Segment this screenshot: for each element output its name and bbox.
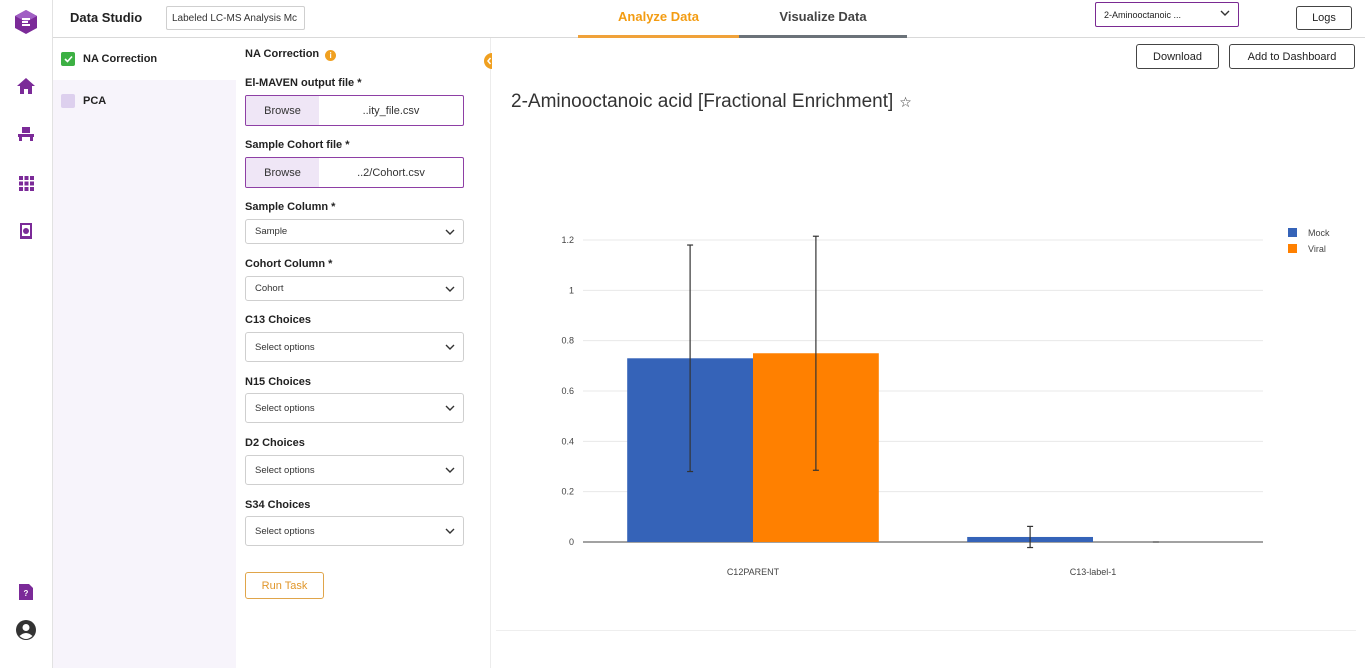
n15-choices-label: N15 Choices xyxy=(245,376,312,388)
s34-choices-placeholder: Select options xyxy=(255,525,315,537)
main-content: Download Add to Dashboard 2-Aminooctanoi… xyxy=(492,38,1365,668)
d2-choices-label: D2 Choices xyxy=(245,437,305,449)
cohort-column-value: Cohort xyxy=(255,283,284,294)
chevron-down-icon xyxy=(445,285,455,296)
sample-column-label: Sample Column * xyxy=(245,201,336,213)
d2-choices-placeholder: Select options xyxy=(255,464,315,476)
metabolite-select[interactable]: 2-Aminooctanoic ... xyxy=(1095,2,1239,27)
module-item-pca[interactable]: PCA xyxy=(53,80,236,122)
y-tick-label: 1.2 xyxy=(561,235,574,245)
chevron-down-icon xyxy=(445,404,455,415)
workflow-icon[interactable] xyxy=(15,123,37,145)
chevron-down-icon xyxy=(445,466,455,477)
cohort-column-select[interactable]: Cohort xyxy=(245,276,464,301)
module-label: PCA xyxy=(83,95,107,107)
account-icon[interactable] xyxy=(15,619,37,641)
legend-swatch xyxy=(1288,228,1297,237)
project-name-field[interactable]: Labeled LC-MS Analysis Mc xyxy=(166,6,305,30)
logs-button[interactable]: Logs xyxy=(1296,6,1352,30)
chevron-down-icon xyxy=(445,343,455,354)
chart-title-text: 2-Aminooctanoic acid [Fractional Enrichm… xyxy=(511,91,894,112)
s34-choices-label: S34 Choices xyxy=(245,499,311,511)
n15-choices-placeholder: Select options xyxy=(255,402,315,414)
n15-choices-select[interactable]: Select options xyxy=(245,393,464,423)
left-rail: ? xyxy=(0,0,53,668)
module-sidebar: NA Correction PCA xyxy=(53,38,236,668)
top-bar: Data Studio Labeled LC-MS Analysis Mc An… xyxy=(53,0,1365,38)
legend-label: Mock xyxy=(1308,228,1330,238)
x-tick-label: C12PARENT xyxy=(727,567,780,577)
form-title: NA Correction i xyxy=(245,48,337,61)
cohort-file-input[interactable]: Browse ..2/Cohort.csv xyxy=(245,157,464,188)
help-doc-icon[interactable]: ? xyxy=(15,581,37,603)
divider xyxy=(496,630,1356,631)
na-correction-form: NA Correction i El-MAVEN output file * Br… xyxy=(236,38,491,668)
c13-choices-select[interactable]: Select options xyxy=(245,332,464,362)
tab-visualize-data[interactable]: Visualize Data xyxy=(739,0,907,38)
unchecked-icon[interactable] xyxy=(61,94,75,108)
sample-column-value: Sample xyxy=(255,226,288,237)
elmaven-file-label: El-MAVEN output file * xyxy=(245,77,362,89)
x-tick-label: C13-label-1 xyxy=(1070,567,1117,577)
download-button[interactable]: Download xyxy=(1136,44,1219,69)
module-item-na-correction[interactable]: NA Correction xyxy=(53,38,236,80)
cohort-column-label: Cohort Column * xyxy=(245,258,333,270)
cohort-file-name: ..2/Cohort.csv xyxy=(357,166,425,179)
run-task-button[interactable]: Run Task xyxy=(245,572,324,599)
y-tick-label: 0 xyxy=(569,537,574,547)
add-to-dashboard-button[interactable]: Add to Dashboard xyxy=(1229,44,1355,69)
app-title: Data Studio xyxy=(70,10,143,25)
cohort-file-label: Sample Cohort file * xyxy=(245,139,350,151)
tab-analyze-data[interactable]: Analyze Data xyxy=(578,0,739,38)
chevron-down-icon xyxy=(445,228,455,239)
svg-text:?: ? xyxy=(24,589,29,598)
y-tick-label: 0.2 xyxy=(561,487,574,497)
elmaven-file-name: ..ity_file.csv xyxy=(362,104,420,117)
c13-choices-label: C13 Choices xyxy=(245,314,312,326)
app-logo-icon[interactable] xyxy=(14,9,38,35)
y-tick-label: 1 xyxy=(569,285,574,295)
cohort-browse-button[interactable]: Browse xyxy=(246,158,319,187)
info-icon[interactable]: i xyxy=(325,50,337,61)
elmaven-file-input[interactable]: Browse ..ity_file.csv xyxy=(245,95,464,126)
y-tick-label: 0.6 xyxy=(561,386,574,396)
metabolite-select-value: 2-Aminooctanoic ... xyxy=(1104,10,1182,20)
y-tick-label: 0.4 xyxy=(561,436,574,446)
sample-column-select[interactable]: Sample xyxy=(245,219,464,244)
y-tick-label: 0.8 xyxy=(561,336,574,346)
s34-choices-select[interactable]: Select options xyxy=(245,516,464,546)
legend-swatch xyxy=(1288,244,1297,253)
elmaven-browse-button[interactable]: Browse xyxy=(246,96,319,125)
d2-choices-select[interactable]: Select options xyxy=(245,455,464,485)
chart-title: 2-Aminooctanoic acid [Fractional Enrichm… xyxy=(511,91,912,113)
checked-icon[interactable] xyxy=(61,52,75,66)
notebook-icon[interactable] xyxy=(15,220,37,242)
module-label: NA Correction xyxy=(83,53,158,65)
c13-choices-placeholder: Select options xyxy=(255,341,315,353)
star-icon[interactable]: ☆ xyxy=(899,94,912,110)
form-title-text: NA Correction xyxy=(245,48,320,60)
bar-chart: 0 0.2 0.4 0.6 0.8 1 1.2 C12PARENT C13-label-1 Moc… xyxy=(561,228,1330,577)
home-icon[interactable] xyxy=(15,75,37,97)
legend-label: Viral xyxy=(1308,244,1326,254)
chevron-down-icon xyxy=(1220,9,1230,19)
apps-grid-icon[interactable] xyxy=(15,172,37,194)
chevron-down-icon xyxy=(445,527,455,538)
